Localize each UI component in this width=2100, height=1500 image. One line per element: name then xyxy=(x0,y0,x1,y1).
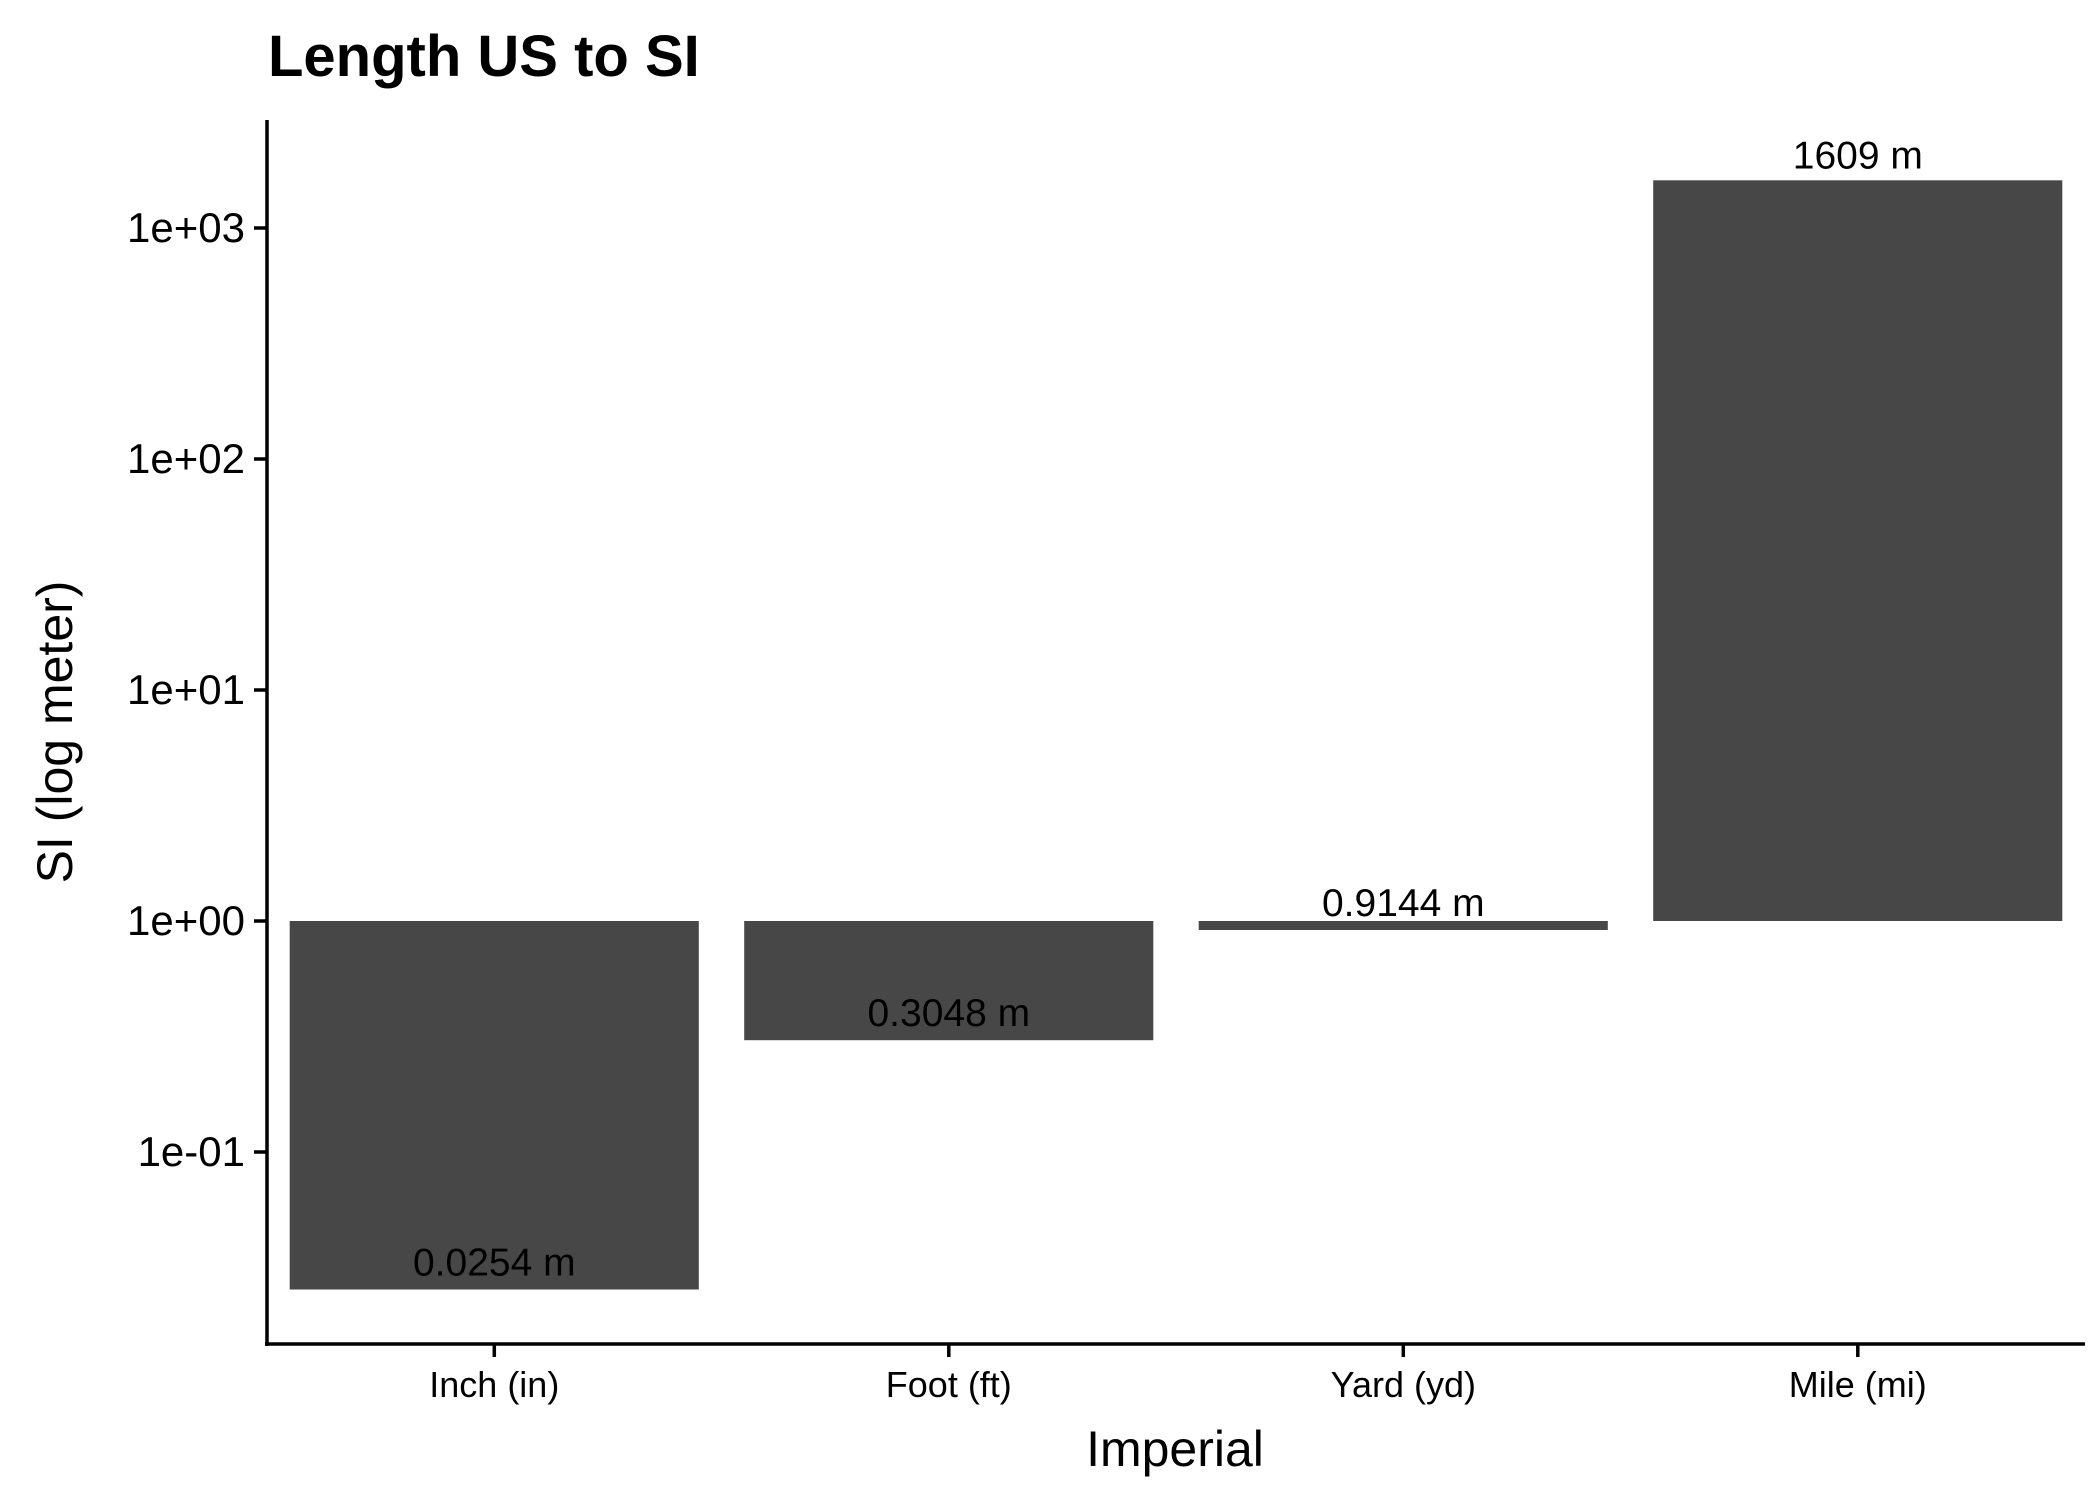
y-tick-label: 1e-01 xyxy=(138,1128,245,1175)
data-label: 0.9144 m xyxy=(1322,882,1485,925)
bar xyxy=(1198,921,1608,930)
y-axis-title: SI (log meter) xyxy=(27,581,83,884)
bar xyxy=(289,921,699,1290)
bars-layer xyxy=(289,180,2063,1290)
bar xyxy=(1653,180,2063,922)
y-tick-label: 1e+00 xyxy=(127,897,245,944)
x-axis-title: Imperial xyxy=(1086,1421,1264,1477)
x-tick-label: Inch (in) xyxy=(429,1364,559,1405)
data-label: 1609 m xyxy=(1793,134,1923,177)
x-tick-label: Mile (mi) xyxy=(1789,1364,1927,1405)
x-axis-ticks: Inch (in) Foot (ft) Yard (yd) Mile (mi) xyxy=(429,1344,1927,1405)
bar xyxy=(744,921,1154,1041)
x-tick-label: Yard (yd) xyxy=(1331,1364,1476,1405)
data-labels-layer: 0.0254 m 0.3048 m 0.9144 m 1609 m xyxy=(413,134,1923,1284)
data-label: 0.3048 m xyxy=(867,992,1030,1035)
data-label: 0.0254 m xyxy=(413,1242,576,1285)
y-tick-label: 1e+02 xyxy=(127,435,245,482)
x-tick-label: Foot (ft) xyxy=(886,1364,1012,1405)
y-tick-label: 1e+03 xyxy=(127,204,245,251)
y-axis-ticks: 1e-01 1e+00 1e+01 1e+02 1e+03 xyxy=(127,204,267,1175)
chart-title: Length US to SI xyxy=(268,24,700,89)
y-tick-label: 1e+01 xyxy=(127,666,245,713)
